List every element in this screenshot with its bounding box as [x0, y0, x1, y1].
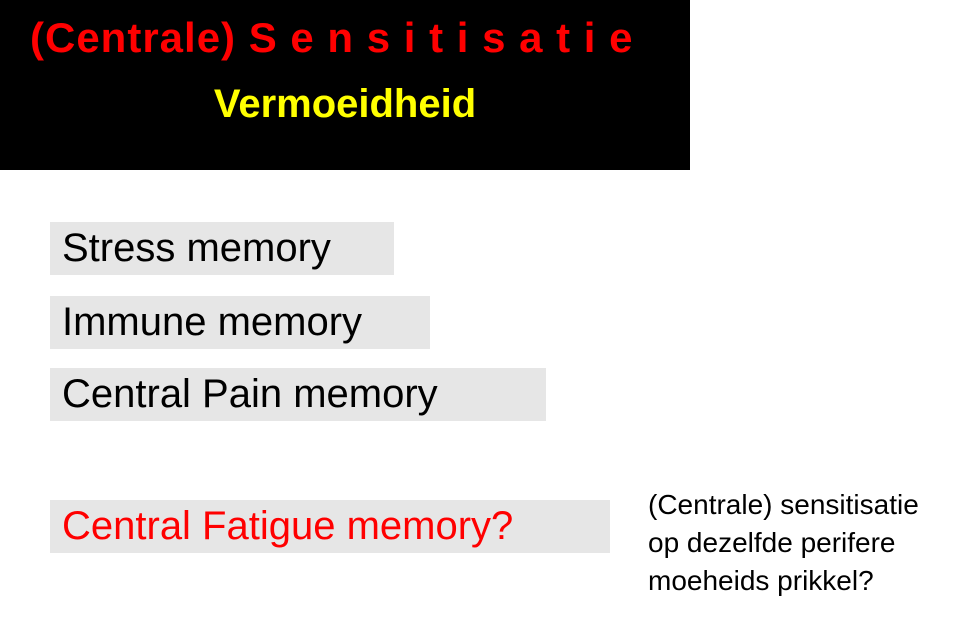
- slide: (Centrale) S e n s i t i s a t i e Vermo…: [0, 0, 960, 632]
- memory-box-immune: Immune memory: [50, 296, 430, 349]
- header-box: (Centrale) S e n s i t i s a t i e Vermo…: [0, 0, 690, 170]
- memory-box-stress: Stress memory: [50, 222, 394, 275]
- memory-box-fatigue: Central Fatigue memory?: [50, 500, 610, 553]
- side-note-line2: op dezelfde perifere: [648, 527, 896, 558]
- side-note: (Centrale) sensitisatie op dezelfde peri…: [648, 486, 958, 599]
- side-note-line3: moeheids prikkel?: [648, 565, 874, 596]
- slide-subtitle: Vermoeidheid: [30, 82, 660, 127]
- side-note-line1: (Centrale) sensitisatie: [648, 489, 919, 520]
- memory-box-pain: Central Pain memory: [50, 368, 546, 421]
- slide-title: (Centrale) S e n s i t i s a t i e: [30, 14, 660, 62]
